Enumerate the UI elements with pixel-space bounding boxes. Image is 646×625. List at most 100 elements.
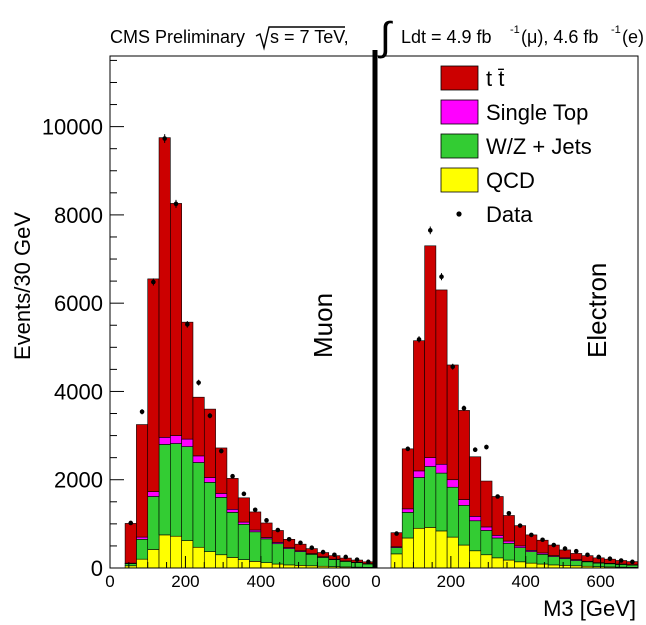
- data-point-muon-11: [241, 491, 247, 497]
- header-paren-e: (e): [622, 27, 644, 47]
- bar-electron-qcd-11: [502, 559, 515, 569]
- header-paren-mu: (μ), 4.6 fb: [521, 27, 598, 47]
- data-point-electron-15: [551, 542, 557, 548]
- bar-muon-w-z-jets-3: [147, 496, 160, 550]
- header-prefix: CMS Preliminary: [110, 27, 245, 47]
- bar-electron-w-z-jets-19: [592, 562, 605, 567]
- bar-electron-w-z-jets-2: [401, 512, 414, 539]
- bar-muon-w-z-jets-14: [271, 543, 284, 565]
- bar-muon-w-z-jets-20: [339, 561, 352, 568]
- bar-electron-w-z-jets-17: [570, 560, 583, 567]
- bar-muon-t-t--11: [237, 497, 250, 523]
- bar-electron-single-top-6: [446, 479, 459, 488]
- y-axis-label: Events/30 GeV: [10, 212, 35, 360]
- data-point-electron-17: [573, 548, 579, 554]
- legend-label-1: Single Top: [486, 100, 588, 125]
- data-point-electron-13: [529, 532, 534, 538]
- bar-electron-single-top-3: [413, 470, 425, 478]
- bar-muon-w-z-jets-13: [260, 538, 273, 564]
- data-point-electron-8: [472, 447, 478, 453]
- bar-electron-t-t--3: [413, 340, 425, 472]
- bar-electron-t-t--5: [435, 289, 448, 465]
- bar-muon-qcd-8: [203, 551, 216, 569]
- bar-muon-t-t--6: [181, 321, 194, 440]
- bar-muon-t-t--10: [226, 478, 239, 510]
- data-point-electron-4: [427, 228, 433, 233]
- bar-electron-t-t--13: [525, 534, 538, 551]
- bar-muon-w-z-jets-17: [305, 554, 318, 567]
- header: CMS Preliminary s = 7 TeV, ∫ Ldt = 4.9 f…: [110, 15, 644, 59]
- bar-electron-qcd-1: [390, 553, 403, 569]
- bar-electron-w-z-jets-22: [626, 564, 639, 568]
- legend-swatch-0: [440, 65, 479, 91]
- bar-electron-t-t--11: [502, 515, 515, 542]
- y-tick-label-2: 4000: [54, 379, 103, 404]
- x-tick-label-electron-0: 0: [371, 572, 380, 591]
- data-point-muon-22: [366, 559, 371, 565]
- bar-muon-single-top-11: [237, 521, 250, 525]
- bar-electron-qcd-14: [536, 563, 549, 569]
- data-point-electron-16: [562, 546, 568, 551]
- bar-electron-t-t--4: [424, 245, 437, 458]
- data-point-muon-19: [332, 552, 337, 558]
- bar-muon-single-top-10: [226, 508, 239, 513]
- bar-muon-qcd-6: [181, 540, 194, 569]
- bar-electron-w-z-jets-15: [547, 556, 560, 566]
- bar-muon-w-z-jets-16: [294, 551, 307, 566]
- data-point-muon-5: [173, 201, 179, 207]
- x-tick-label-muon-3: 600: [322, 572, 350, 591]
- y-tick-label-5: 10000: [42, 115, 103, 140]
- bar-electron-t-t--12: [514, 525, 527, 547]
- bar-electron-qcd-8: [469, 550, 482, 569]
- bar-muon-w-z-jets-7: [192, 462, 205, 548]
- legend-swatch-3: [440, 167, 479, 193]
- bar-electron-w-z-jets-21: [615, 564, 628, 568]
- y-tick-label-3: 6000: [54, 291, 103, 316]
- bar-electron-w-z-jets-12: [514, 547, 527, 563]
- bar-muon-w-z-jets-19: [328, 559, 341, 567]
- bar-muon-qcd-9: [215, 554, 228, 569]
- sqrt-symbol-icon: [255, 26, 345, 51]
- bar-electron-w-z-jets-3: [413, 477, 425, 529]
- y-tick-label-1: 2000: [54, 468, 103, 493]
- bar-muon-t-t--1: [124, 523, 137, 564]
- bar-muon-w-z-jets-2: [136, 539, 149, 560]
- bar-electron-w-z-jets-4: [424, 466, 437, 528]
- bar-electron-t-t--7: [458, 410, 470, 500]
- bar-muon-qcd-12: [249, 561, 262, 569]
- data-point-muon-2: [139, 409, 145, 415]
- bar-electron-t-t--8: [469, 456, 482, 517]
- data-point-muon-6: [185, 322, 190, 327]
- bar-muon-single-top-4: [158, 437, 171, 445]
- legend-label-4: Data: [486, 202, 533, 227]
- bar-electron-qcd-13: [525, 562, 538, 569]
- bar-electron-single-top-9: [480, 526, 493, 531]
- data-point-muon-9: [218, 448, 224, 454]
- bar-electron-qcd-4: [424, 527, 437, 569]
- bar-electron-qcd-2: [401, 537, 414, 569]
- bar-electron-w-z-jets-7: [458, 505, 470, 546]
- data-point-electron-12: [517, 523, 523, 528]
- data-point-electron-3: [416, 337, 422, 342]
- bar-electron-qcd-3: [413, 527, 425, 569]
- bar-electron-t-t--9: [480, 480, 493, 528]
- bar-muon-w-z-jets-6: [181, 446, 194, 541]
- bar-muon-qcd-10: [226, 557, 239, 569]
- bar-electron-w-z-jets-9: [480, 530, 493, 556]
- data-point-muon-18: [320, 549, 326, 555]
- bar-electron-single-top-4: [424, 457, 437, 467]
- header-sqrt-s: s = 7 TeV,: [270, 27, 349, 47]
- bar-muon-t-t--2: [136, 424, 149, 538]
- bar-muon-qcd-5: [170, 535, 182, 569]
- header-exp-1: -1: [510, 24, 520, 36]
- bar-electron-qcd-7: [458, 544, 470, 569]
- bar-muon-qcd-2: [136, 558, 149, 569]
- bar-electron-w-z-jets-18: [581, 561, 594, 567]
- data-point-electron-10: [495, 494, 500, 499]
- legend-label-2: W/Z + Jets: [486, 134, 592, 159]
- x-tick-label-muon-2: 400: [247, 572, 275, 591]
- bar-muon-t-t--13: [260, 522, 273, 538]
- data-point-electron-5: [439, 274, 444, 279]
- legend-label-3: QCD: [486, 168, 535, 193]
- bar-muon-w-z-jets-11: [237, 524, 250, 560]
